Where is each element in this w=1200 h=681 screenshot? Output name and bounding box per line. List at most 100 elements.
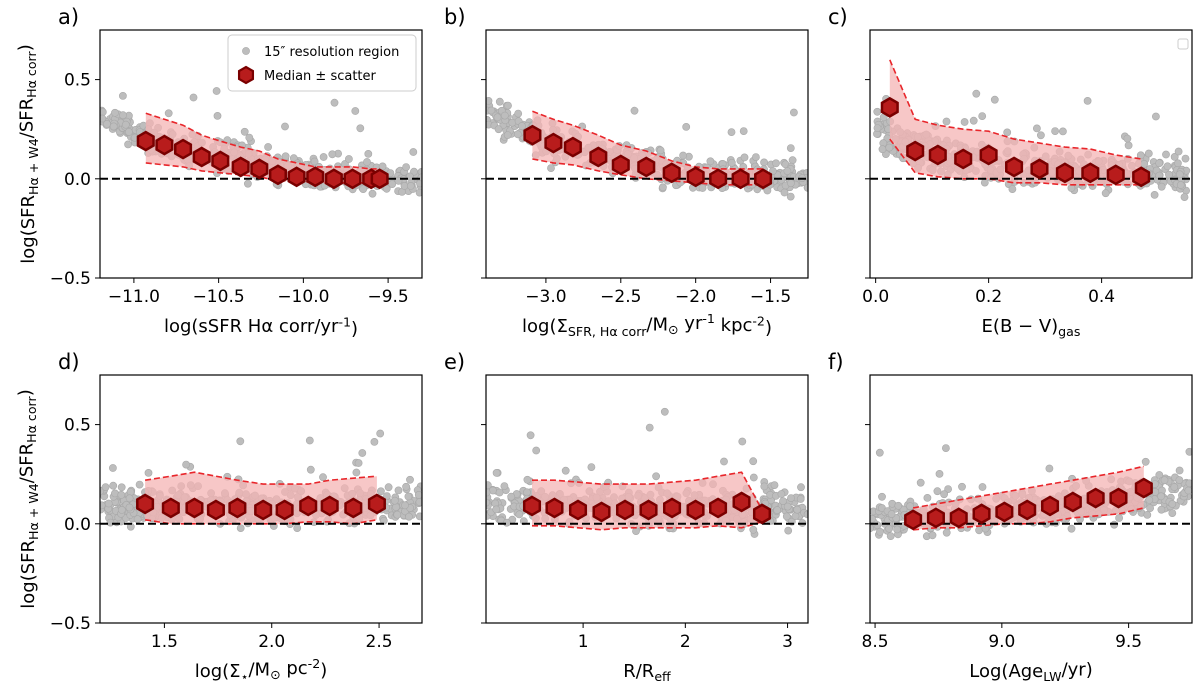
scatter-point xyxy=(760,158,768,167)
scatter-point xyxy=(240,127,249,136)
scatter-point xyxy=(487,106,496,115)
scatter-point xyxy=(508,118,517,127)
scatter-point xyxy=(515,510,524,519)
scatter-point xyxy=(492,468,501,477)
scatter-point xyxy=(906,502,914,511)
scatter-point xyxy=(969,116,978,125)
scatter-point xyxy=(330,98,339,107)
scatter-point xyxy=(777,490,786,498)
median-marker xyxy=(880,96,899,118)
scatter-point xyxy=(933,487,942,496)
scatter-point xyxy=(1141,457,1150,466)
scatter-point xyxy=(390,496,399,505)
scatter-point xyxy=(109,481,118,490)
scatter-point xyxy=(486,97,493,105)
scatter-point xyxy=(1059,127,1067,136)
scatter-point xyxy=(1174,147,1183,156)
scatter-point xyxy=(787,179,795,188)
scatter-point xyxy=(944,485,952,493)
scatter-point xyxy=(784,526,793,535)
scatter-point xyxy=(494,125,503,134)
scatter-point xyxy=(1180,193,1189,201)
scatter-point xyxy=(923,493,932,502)
scatter-point xyxy=(1162,150,1170,159)
scatter-point xyxy=(236,437,245,446)
scatter-point xyxy=(749,525,758,534)
median-marker xyxy=(972,503,991,525)
scatter-point xyxy=(405,172,414,181)
scatter-point xyxy=(1123,134,1132,143)
plot-area xyxy=(486,407,808,538)
median-marker xyxy=(185,497,204,519)
median-marker xyxy=(637,156,656,178)
median-marker xyxy=(1030,158,1049,180)
scatter-point xyxy=(960,118,969,126)
scatter-point xyxy=(109,464,117,472)
x-tick-label: −10.0 xyxy=(277,287,329,307)
scatter-point xyxy=(124,127,133,136)
band-upper-line xyxy=(912,465,1144,509)
axes-frame xyxy=(485,374,809,624)
scatter-point xyxy=(752,153,760,161)
scatter-point xyxy=(1174,159,1182,168)
scatter-point xyxy=(1157,492,1165,501)
scatter-point xyxy=(1144,149,1153,158)
scatter-point xyxy=(760,482,769,491)
scatter-point xyxy=(1170,152,1179,161)
scatter-point xyxy=(739,127,748,136)
median-marker xyxy=(343,168,362,190)
y-tick-label: 0.5 xyxy=(64,71,91,91)
median-marker xyxy=(615,499,635,521)
scatter-point xyxy=(189,93,198,102)
legend-scatter-marker xyxy=(242,47,250,55)
scatter-point xyxy=(679,151,687,160)
median-marker xyxy=(231,156,250,178)
scatter-point xyxy=(356,124,365,133)
scatter-point xyxy=(793,505,802,514)
scatter-point xyxy=(352,468,361,477)
median-marker xyxy=(136,130,155,152)
scatter-band xyxy=(532,111,764,185)
band-upper-line xyxy=(532,471,763,511)
scatter-point xyxy=(106,518,115,527)
scatter-point xyxy=(351,107,360,115)
y-tick-label: −0.5 xyxy=(50,269,91,289)
plot-area xyxy=(486,97,808,201)
scatter-point xyxy=(1037,131,1045,140)
median-marker xyxy=(686,166,705,188)
median-marker xyxy=(1109,487,1128,509)
scatter-point xyxy=(100,501,106,510)
scatter-point xyxy=(1185,479,1192,488)
scatter-point xyxy=(523,475,532,484)
scatter-point xyxy=(1165,170,1173,179)
scatter-point xyxy=(738,437,747,446)
x-tick-label: 2.5 xyxy=(366,632,393,652)
scatter-point xyxy=(1163,162,1172,171)
x-tick-label: 0.2 xyxy=(975,287,1002,307)
scatter-point xyxy=(415,498,422,506)
scatter-point xyxy=(328,150,337,159)
scatter-point xyxy=(1101,189,1110,198)
scatter-point xyxy=(1124,141,1133,150)
scatter-point xyxy=(281,122,289,131)
scatter-band xyxy=(913,466,1144,530)
panel-label: f) xyxy=(828,350,844,374)
median-marker xyxy=(136,493,155,515)
scatter-point xyxy=(783,502,792,511)
scatter-point xyxy=(281,152,290,161)
scatter-point xyxy=(727,128,736,136)
x-axis-label: log(ΣSFR, Hα corr​/M⊙​ yr-1​ kpc-2​) xyxy=(522,311,772,339)
scatter-point xyxy=(787,494,795,502)
scatter-point xyxy=(935,469,944,478)
scatter-point xyxy=(402,163,410,171)
scatter-point xyxy=(928,531,937,540)
scatter-point xyxy=(503,131,512,139)
scatter-point xyxy=(978,483,987,491)
scatter-point xyxy=(495,488,504,497)
scatter-point xyxy=(415,188,422,197)
median-marker xyxy=(211,150,230,172)
median-marker xyxy=(367,493,386,515)
scatter-point xyxy=(990,95,999,104)
panel-label: e) xyxy=(444,350,465,374)
band-lower-line xyxy=(913,507,1144,531)
